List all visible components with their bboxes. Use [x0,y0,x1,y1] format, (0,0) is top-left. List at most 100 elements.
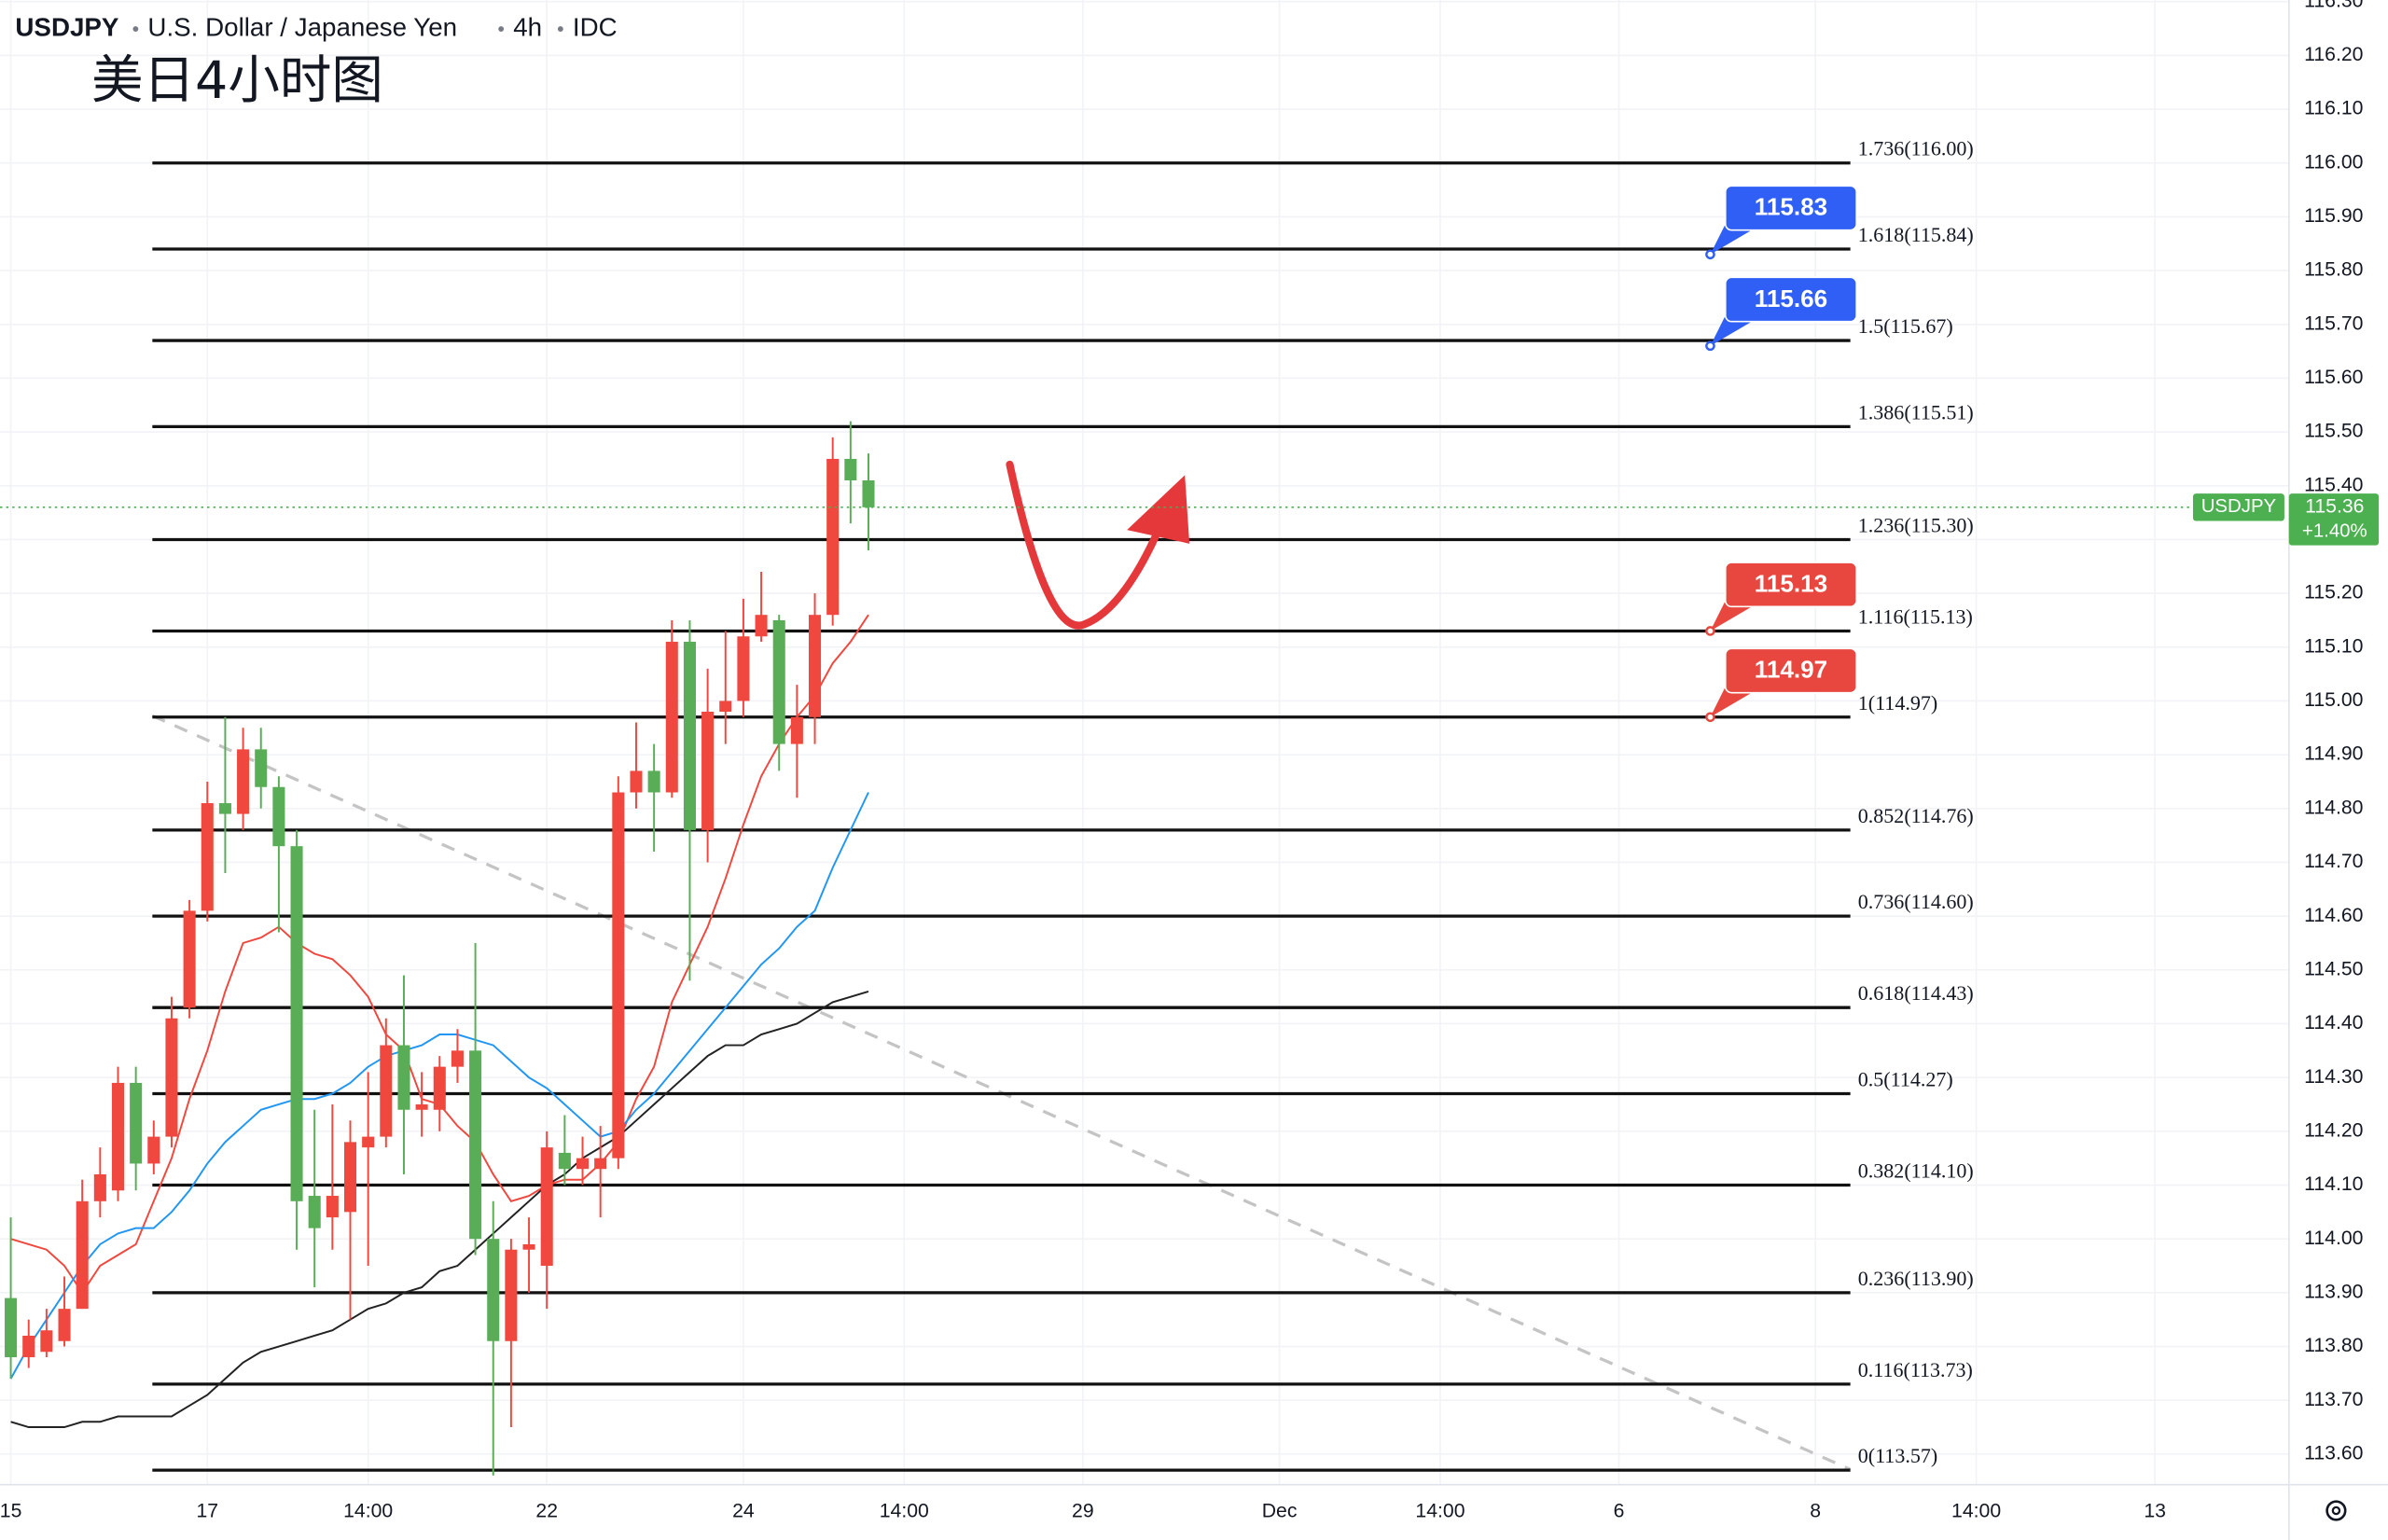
candle-body [540,1147,553,1267]
candle-body [522,1243,535,1250]
candle-body [576,1158,590,1170]
callout-label: 115.13 [1755,569,1827,597]
moving-average [10,990,869,1429]
candle-body [218,803,231,814]
candle-body [701,711,715,830]
y-tick-label: 116.10 [2304,98,2363,119]
candle-body [111,1082,125,1191]
fib-label: 1.236(115.30) [1858,513,1974,536]
candle-body [272,786,285,847]
fib-label: 1.386(115.51) [1858,400,1974,423]
moving-average [9,792,869,1380]
arrow-head [1127,475,1190,544]
candle-body [790,716,803,744]
candle-body [22,1335,35,1358]
y-tick-label: 113.90 [2304,1281,2363,1302]
candle-body [58,1309,71,1341]
symbol-tag [2192,493,2284,521]
candle-body [647,770,660,793]
price-tag [2288,493,2380,546]
candle-body [290,846,303,1201]
y-tick-label: 114.70 [2304,851,2363,872]
x-tick-label: Dec [1262,1501,1298,1522]
candle-body [451,1050,464,1067]
x-tick-label: 15 [0,1501,21,1522]
symbol-tag-label: USDJPY [2201,496,2277,517]
fib-label: 1.116(115.13) [1858,604,1973,628]
gear-hub[interactable] [2331,1505,2341,1516]
candle-body [130,1082,143,1164]
candle-body [183,910,196,1008]
callout-anchor [1705,626,1715,636]
y-tick-label: 113.60 [2304,1442,2363,1464]
x-tick-label: 17 [196,1501,218,1522]
y-tick-label: 114.80 [2304,797,2363,818]
separator [498,26,505,32]
x-tick-label: 6 [1614,1501,1625,1522]
y-tick-label: 113.70 [2304,1389,2363,1410]
candle-body [826,458,840,616]
callout-label: 115.66 [1755,284,1827,312]
y-tick-label: 114.40 [2304,1012,2363,1034]
x-tick-label: 14:00 [1951,1501,2001,1522]
y-tick-label: 113.80 [2304,1335,2363,1356]
interval: 4h [513,12,542,41]
candle-body [809,615,822,717]
candle-body [5,1297,18,1358]
x-tick-label: 14:00 [343,1501,393,1522]
fib-label: 0.736(114.60) [1858,890,1974,913]
fib-label: 0.852(114.76) [1858,804,1974,827]
candle-body [844,458,857,481]
callout-box [1724,276,1857,323]
candle-body [612,792,625,1158]
arrow-curve [1006,460,1165,630]
y-tick-label: 115.20 [2304,582,2363,604]
source: IDC [573,12,618,41]
settings-icon[interactable] [2326,1500,2347,1521]
y-tick-label: 115.90 [2304,205,2363,227]
candle-body [201,803,214,911]
callout-label: 115.83 [1755,193,1827,221]
candle-body [487,1239,500,1341]
candle-body [469,1050,482,1240]
y-tick-label: 115.00 [2304,689,2363,711]
fib-label: 0(113.57) [1858,1444,1937,1467]
fib-label: 1(114.97) [1858,691,1937,715]
fib-label: 0.116(113.73) [1858,1358,1973,1381]
y-tick-label: 114.20 [2304,1119,2363,1141]
fib-label: 0.236(113.90) [1858,1267,1974,1290]
candle-body [433,1066,446,1110]
candle-body [165,1018,178,1137]
y-tick-label: 116.00 [2304,151,2363,173]
candle-body [326,1196,339,1218]
x-tick-label: 14:00 [1415,1501,1465,1522]
candle-body [255,749,268,787]
candle-body [308,1196,321,1228]
candle-body [397,1045,410,1110]
y-tick-label: 115.80 [2304,259,2363,281]
separator [132,26,139,32]
y-tick-label: 115.50 [2304,421,2363,442]
x-tick-label: 13 [2144,1501,2166,1522]
candle-body [343,1142,357,1213]
gear[interactable] [2326,1500,2347,1521]
y-tick-label: 115.40 [2304,474,2363,495]
candle-body [40,1330,53,1353]
candle-body [772,619,785,744]
y-tick-label: 114.10 [2304,1173,2363,1195]
callout-box [1724,185,1857,231]
candle-body [594,1158,607,1170]
fib-label: 0.618(114.43) [1858,981,1974,1005]
candle-body [737,636,750,701]
candle-body [505,1249,518,1341]
x-tick-label: 24 [732,1501,755,1522]
y-tick-label: 116.20 [2304,44,2363,65]
callout-anchor [1705,249,1715,260]
x-tick-label: 22 [535,1501,558,1522]
separator [557,26,563,32]
candle-body [93,1173,106,1201]
fib-label: 1.5(115.67) [1858,314,1953,338]
fib-label: 1.618(115.84) [1858,223,1974,246]
